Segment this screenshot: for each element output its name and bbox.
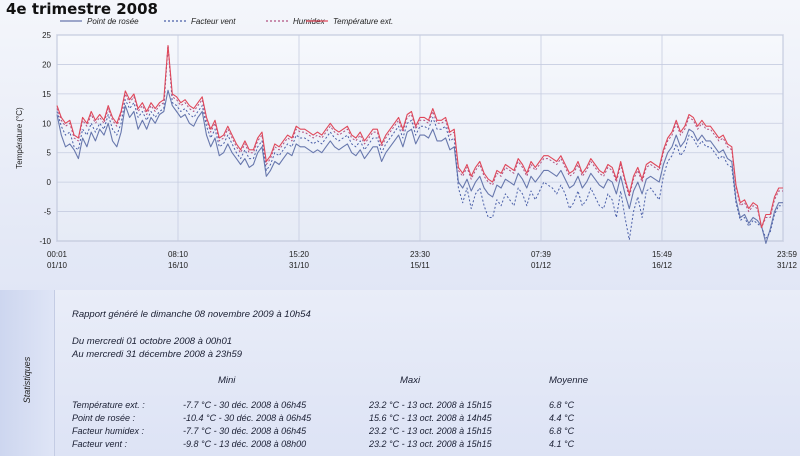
chart-series	[56, 45, 783, 244]
x-tick-date: 16/10	[168, 261, 189, 270]
series-line	[56, 45, 783, 228]
chart-grid	[56, 34, 784, 242]
stats-row-label: Facteur humidex :	[72, 426, 145, 436]
y-tick-label: -5	[44, 208, 52, 217]
x-tick-time: 08:10	[168, 250, 189, 259]
x-tick-time: 00:01	[47, 250, 68, 259]
y-tick-label: 0	[47, 178, 52, 187]
period-to-text: Au mercredi 31 décembre 2008 à 23h59	[72, 349, 243, 360]
x-tick-time: 23:30	[410, 250, 431, 259]
series-line	[56, 45, 783, 241]
stats-row-max: 23.2 °C - 13 oct. 2008 à 15h15	[369, 400, 492, 410]
y-tick-label: 15	[42, 90, 51, 99]
report-generated-text: Rapport généré le dimanche 08 novembre 2…	[72, 309, 311, 320]
stats-row-label: Point de rosée :	[72, 413, 136, 423]
chart-legend: Point de rosée Facteur vent Humidex Tempéra…	[60, 17, 393, 26]
x-tick-date: 01/12	[531, 261, 552, 270]
x-tick-date: 15/11	[410, 261, 430, 270]
y-tick-label: 10	[42, 119, 51, 128]
series-line	[56, 89, 783, 244]
y-tick-label: 25	[42, 31, 51, 40]
stats-header-min: Mini	[218, 375, 236, 386]
x-tick-time: 07:39	[531, 250, 552, 259]
stats-row-label: Facteur vent :	[72, 439, 128, 449]
x-tick-date: 16/12	[652, 261, 673, 270]
legend-label: Facteur vent	[191, 17, 236, 26]
stats-row-avg: 6.8 °C	[549, 426, 575, 436]
stats-row-avg: 4.4 °C	[549, 413, 575, 423]
y-tick-label: 20	[42, 60, 51, 69]
stats-row-min: -10.4 °C - 30 déc. 2008 à 06h45	[183, 413, 312, 423]
page-title: 4e trimestre 2008	[6, 0, 158, 18]
x-tick-time: 15:20	[289, 250, 310, 259]
stats-row-min: -7.7 °C - 30 déc. 2008 à 06h45	[183, 426, 307, 436]
y-axis-label: Température (°C)	[15, 107, 24, 169]
stats-row-max: 23.2 °C - 13 oct. 2008 à 15h15	[369, 426, 492, 436]
stats-row-avg: 6.8 °C	[549, 400, 575, 410]
y-axis: 25 20 15 10 5 0 -5 -10	[39, 31, 51, 246]
x-tick-date: 31/10	[289, 261, 310, 270]
period-from-text: Du mercredi 01 octobre 2008 à 00h01	[72, 336, 233, 347]
x-tick-date: 31/12	[777, 261, 798, 270]
stats-header-max: Maxi	[400, 375, 421, 386]
statistics-panel: Statistiques Rapport généré le dimanche …	[0, 290, 800, 456]
stats-row-min: -9.8 °C - 13 déc. 2008 à 08h00	[183, 439, 307, 449]
stats-row-avg: 4.1 °C	[549, 439, 575, 449]
y-tick-label: 5	[47, 149, 52, 158]
statistics-side-tab: Statistiques	[0, 290, 55, 456]
legend-label: Point de rosée	[87, 17, 139, 26]
legend-label: Température ext.	[333, 17, 393, 26]
temperature-chart: Point de rosée Facteur vent Humidex Tempéra…	[15, 17, 798, 270]
stats-row-min: -7.7 °C - 30 déc. 2008 à 06h45	[183, 400, 307, 410]
x-tick-date: 01/10	[47, 261, 68, 270]
x-tick-time: 23:59	[777, 250, 798, 259]
y-tick-label: -10	[39, 237, 51, 246]
series-line	[56, 45, 783, 229]
x-axis: 00:01 01/10 08:10 16/10 15:20 31/10 23:30 15/11…	[47, 250, 798, 270]
stats-header-avg: Moyenne	[549, 375, 589, 386]
stats-row-max: 15.6 °C - 13 oct. 2008 à 14h45	[369, 413, 492, 423]
x-tick-time: 15:49	[652, 250, 673, 259]
statistics-side-label: Statistiques	[22, 356, 32, 404]
stats-row-label: Température ext. :	[72, 400, 145, 410]
stats-row-max: 23.2 °C - 13 oct. 2008 à 15h15	[369, 439, 492, 449]
